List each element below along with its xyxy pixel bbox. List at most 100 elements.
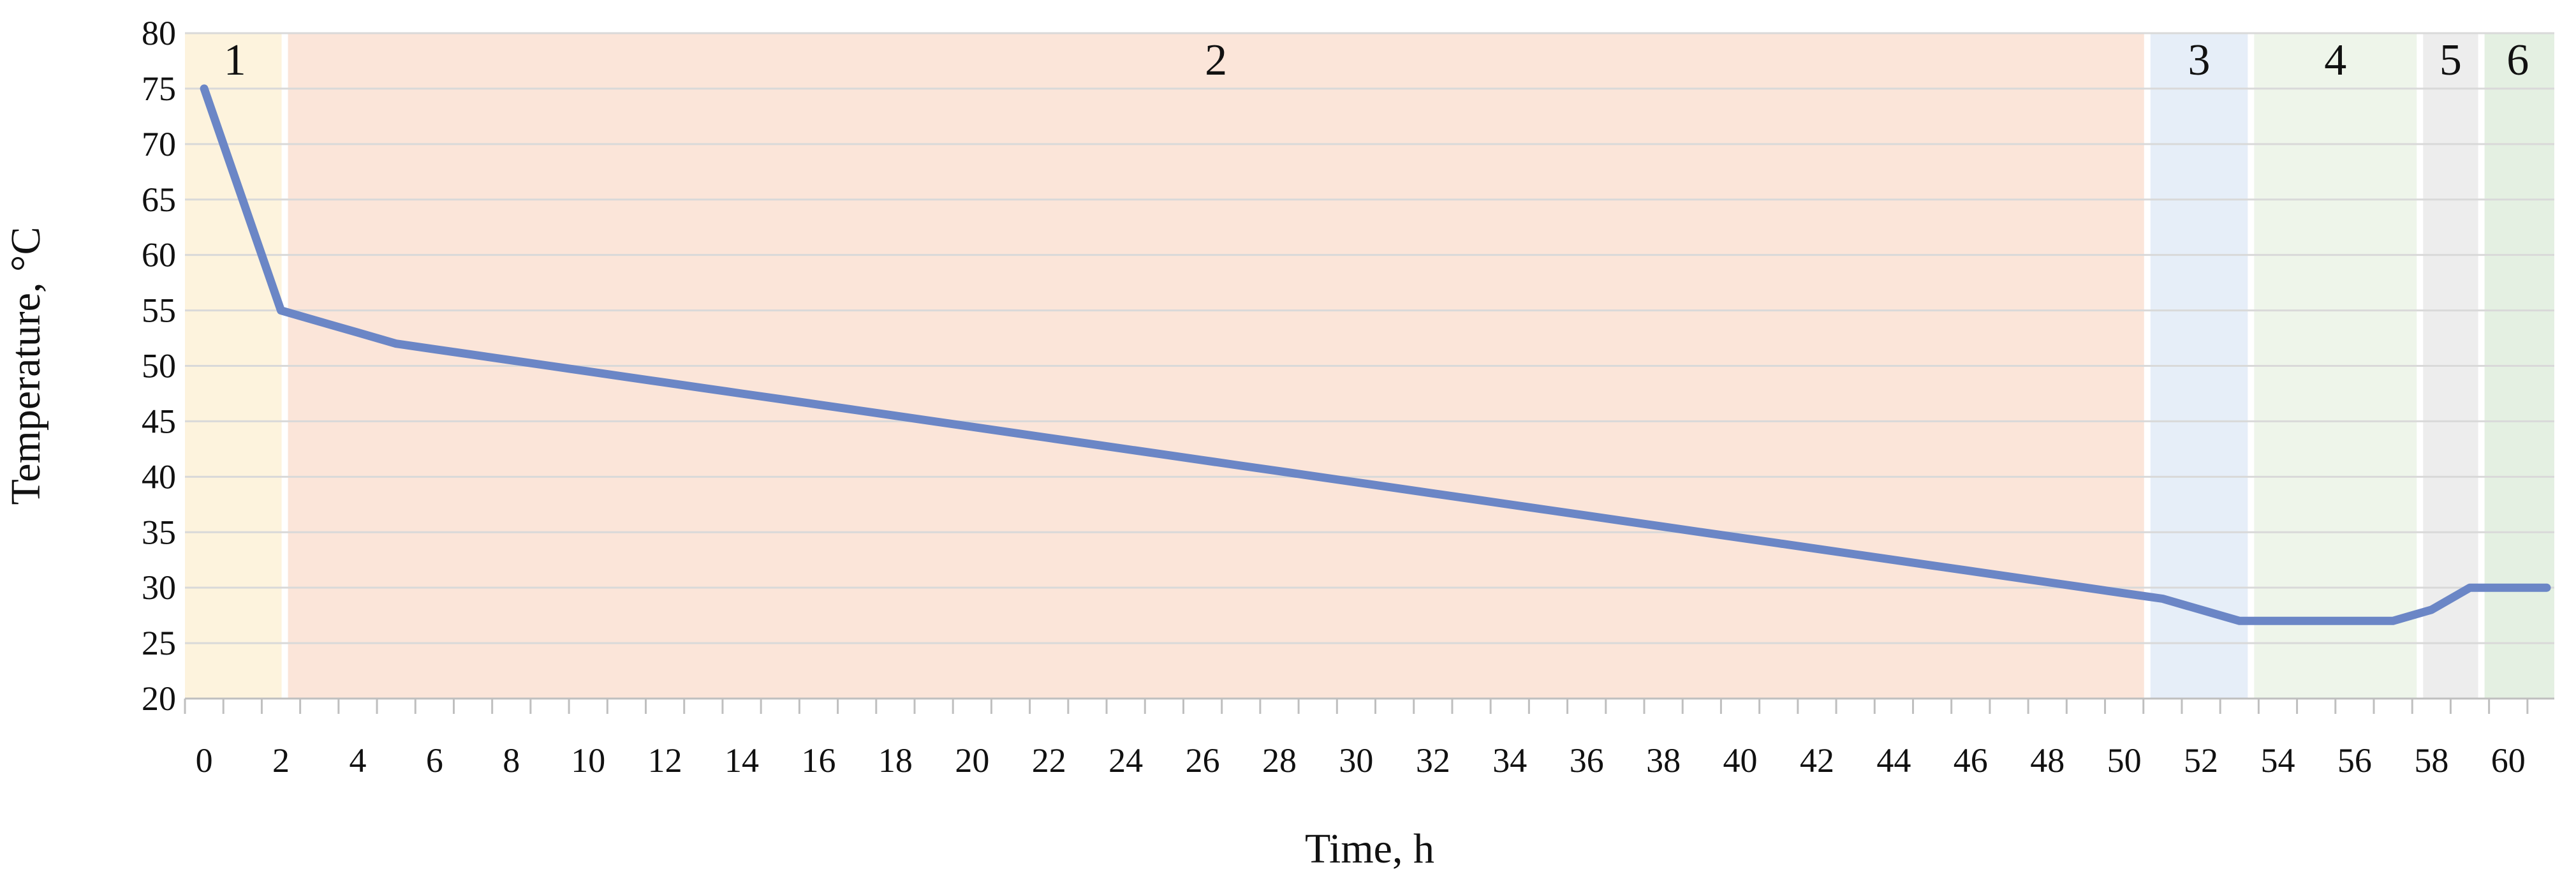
y-tick-label: 40 xyxy=(142,457,176,496)
data-point xyxy=(2084,586,2088,590)
data-point xyxy=(2237,619,2242,623)
y-tick-label: 60 xyxy=(142,236,176,274)
x-axis-title: Time, h xyxy=(1305,826,1434,872)
y-tick-label: 65 xyxy=(142,181,176,219)
data-point xyxy=(2506,586,2510,590)
data-point xyxy=(317,319,321,323)
x-tick-label: 8 xyxy=(503,741,520,780)
data-point xyxy=(1124,447,1128,451)
y-tick-label: 70 xyxy=(142,125,176,163)
data-point xyxy=(1814,547,1819,551)
data-point xyxy=(2199,607,2204,612)
x-tick-label: 20 xyxy=(955,741,989,780)
data-point xyxy=(1008,430,1013,434)
zone-label-6: 6 xyxy=(2506,36,2529,85)
data-point xyxy=(471,353,475,357)
data-point xyxy=(1431,491,1435,496)
zone-label-4: 4 xyxy=(2324,36,2346,85)
x-tick-label: 58 xyxy=(2414,741,2448,780)
x-tick-label: 42 xyxy=(1800,741,1834,780)
y-tick-label: 75 xyxy=(142,70,176,108)
data-point xyxy=(1239,463,1243,468)
data-point xyxy=(2391,619,2396,623)
x-tick-label: 12 xyxy=(648,741,682,780)
data-point xyxy=(279,308,283,313)
x-tick-label: 48 xyxy=(2030,741,2064,780)
gridlines xyxy=(185,32,2554,644)
data-point xyxy=(1623,519,1627,523)
data-point xyxy=(2429,607,2434,612)
data-point xyxy=(816,403,821,407)
x-tick-label: 52 xyxy=(2184,741,2218,780)
x-tick-label: 14 xyxy=(725,741,759,780)
zone-label-1: 1 xyxy=(224,36,246,85)
data-point xyxy=(970,425,975,429)
x-tick-label: 6 xyxy=(426,741,443,780)
data-point xyxy=(2314,619,2318,623)
data-point xyxy=(1968,569,1973,574)
data-point xyxy=(1584,514,1589,518)
x-tick-label: 40 xyxy=(1723,741,1758,780)
data-point xyxy=(202,86,207,91)
y-tick-label: 35 xyxy=(142,513,176,551)
y-tick-label: 20 xyxy=(142,679,176,718)
data-point xyxy=(624,374,629,379)
data-point xyxy=(1546,508,1550,512)
data-point xyxy=(2122,591,2126,595)
data-point xyxy=(586,369,591,374)
data-point xyxy=(394,341,399,346)
data-point xyxy=(893,413,897,418)
data-point xyxy=(1776,541,1781,545)
y-tick-label: 80 xyxy=(142,14,176,52)
y-axis-title: Temperature, °C xyxy=(3,227,49,505)
x-tick-label: 60 xyxy=(2491,741,2526,780)
x-tick-label: 38 xyxy=(1646,741,1681,780)
zone-label-5: 5 xyxy=(2440,36,2462,85)
data-point xyxy=(2007,574,2012,579)
y-tick-label: 30 xyxy=(142,568,176,607)
data-point xyxy=(355,330,360,335)
data-point xyxy=(740,391,744,396)
x-tick-label: 34 xyxy=(1492,741,1527,780)
x-tick-label: 4 xyxy=(349,741,366,780)
data-point xyxy=(2276,619,2280,623)
data-point xyxy=(1392,485,1397,490)
x-tick-label: 22 xyxy=(1032,741,1066,780)
y-tick-label: 55 xyxy=(142,292,176,330)
series-layer xyxy=(200,84,2551,625)
x-tick-label: 2 xyxy=(272,741,290,780)
x-tick-label: 46 xyxy=(1954,741,1988,780)
x-tick-label: 32 xyxy=(1416,741,1450,780)
data-point xyxy=(663,380,667,385)
x-tick-label: 18 xyxy=(878,741,913,780)
data-point xyxy=(1892,558,1896,562)
x-tick-label: 24 xyxy=(1108,741,1143,780)
data-point xyxy=(2352,619,2357,623)
zone-label-3: 3 xyxy=(2188,36,2211,85)
x-tick-label: 0 xyxy=(196,741,213,780)
zone-label-2: 2 xyxy=(1205,36,1227,85)
x-tick-label: 54 xyxy=(2260,741,2295,780)
data-point xyxy=(1930,563,1934,568)
x-tick-label: 10 xyxy=(571,741,605,780)
data-point xyxy=(1853,552,1858,557)
y-tick-label: 45 xyxy=(142,402,176,440)
data-point xyxy=(855,408,859,413)
data-point xyxy=(701,386,705,390)
data-point xyxy=(932,419,936,424)
data-point xyxy=(1469,497,1474,501)
data-point xyxy=(1200,458,1205,463)
data-point xyxy=(1508,502,1512,507)
x-tick-label: 44 xyxy=(1876,741,1911,780)
y-tick-label: 25 xyxy=(142,624,176,662)
data-point xyxy=(1085,441,1089,446)
x-tick-label: 26 xyxy=(1186,741,1220,780)
x-tick-label: 30 xyxy=(1339,741,1373,780)
x-tick-label: 50 xyxy=(2107,741,2142,780)
data-point xyxy=(1047,436,1051,440)
data-point xyxy=(1316,475,1320,479)
